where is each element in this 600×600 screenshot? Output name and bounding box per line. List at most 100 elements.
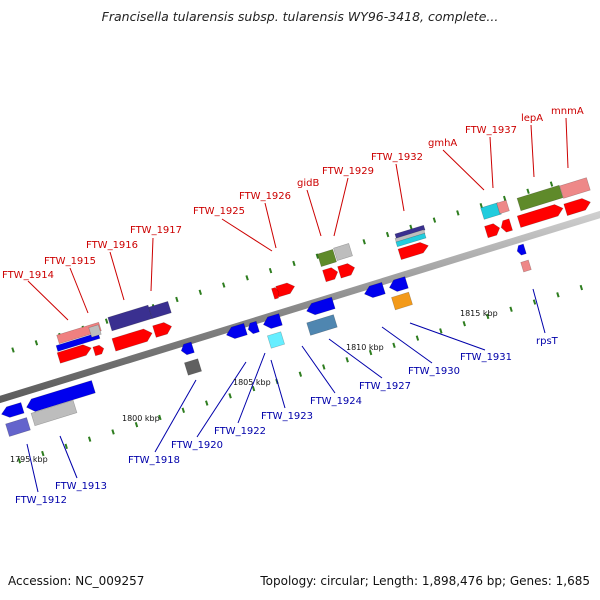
gene-label-ftw-1930[interactable]: FTW_1930 bbox=[408, 366, 460, 377]
genome-backbone bbox=[0, 210, 600, 404]
label-leaders bbox=[26, 117, 569, 493]
gene-label-ftw-1912[interactable]: FTW_1912 bbox=[15, 495, 67, 506]
gene-ftw-1930 bbox=[364, 281, 386, 298]
gene-label-ftw-1937[interactable]: FTW_1937 bbox=[465, 125, 517, 136]
gene-ftw-1912 bbox=[1, 402, 25, 418]
tick-lower-3 bbox=[64, 443, 68, 450]
tick-upper-8 bbox=[198, 289, 202, 295]
gene-ftw-1932-d bbox=[397, 242, 429, 261]
gene-gmha-b bbox=[484, 223, 501, 239]
leader-ftw-1937 bbox=[489, 136, 494, 189]
leader-ftw-1915 bbox=[69, 267, 89, 314]
gene-ftw-1914-b bbox=[55, 332, 101, 352]
gene-lepa bbox=[516, 184, 564, 212]
gene-ftw-1927 bbox=[306, 314, 338, 336]
gene-ftw-1929 bbox=[333, 243, 353, 261]
gene-ftw-1923-b bbox=[267, 331, 285, 349]
tick-upper-16 bbox=[385, 231, 390, 238]
gene-label-ftw-1923[interactable]: FTW_1923 bbox=[261, 411, 313, 422]
gene-label-ftw-1925[interactable]: FTW_1925 bbox=[193, 206, 245, 217]
tick-upper-23 bbox=[549, 181, 554, 187]
gene-ftw-1915 bbox=[56, 344, 92, 364]
gene-ftw-1918 bbox=[180, 341, 195, 356]
tick-upper-4 bbox=[104, 318, 109, 324]
gene-gidb-b bbox=[322, 267, 339, 283]
tick-upper-20 bbox=[479, 202, 483, 209]
leader-ftw-1926 bbox=[264, 202, 277, 249]
leader-ftw-1923 bbox=[270, 359, 286, 409]
gene-label-ftw-1927[interactable]: FTW_1927 bbox=[359, 381, 411, 392]
scale-label-1815: 1815 kbp bbox=[460, 309, 498, 318]
gene-ftw-1915-b bbox=[92, 344, 105, 357]
gene-rpst-b bbox=[520, 259, 532, 273]
leader-ftw-1931 bbox=[409, 322, 486, 351]
gene-label-ftw-1918[interactable]: FTW_1918 bbox=[128, 455, 180, 466]
gene-label-ftw-1914[interactable]: FTW_1914 bbox=[2, 270, 54, 281]
tick-lower-21 bbox=[485, 313, 490, 320]
gene-ftw-1932-a bbox=[394, 224, 426, 240]
tick-lower-6 bbox=[134, 422, 139, 428]
gene-label-ftw-1917[interactable]: FTW_1917 bbox=[130, 225, 182, 236]
gene-rpst bbox=[516, 243, 527, 256]
tick-lower-7 bbox=[158, 414, 162, 421]
gene-label-ftw-1932[interactable]: FTW_1932 bbox=[371, 152, 423, 163]
gene-ftw-1916-b bbox=[111, 328, 153, 352]
scale-label-1800: 1800 kbp bbox=[122, 414, 160, 423]
accession-text: Accession: NC_009257 bbox=[8, 574, 145, 588]
gene-label-ftw-1926[interactable]: FTW_1926 bbox=[239, 191, 291, 202]
gene-gidb bbox=[317, 249, 337, 267]
tick-lower-8 bbox=[181, 407, 185, 413]
gene-label-mnma[interactable]: mnmA bbox=[551, 106, 584, 117]
tick-lower-18 bbox=[415, 335, 420, 341]
tick-lower-14 bbox=[322, 364, 326, 370]
gene-label-ftw-1915[interactable]: FTW_1915 bbox=[44, 256, 96, 267]
tick-lower-15 bbox=[345, 357, 349, 363]
tick-lower-22 bbox=[509, 306, 513, 312]
gene-ftw-1930-b bbox=[388, 276, 409, 292]
gene-label-ftw-1931[interactable]: FTW_1931 bbox=[460, 352, 512, 363]
gene-label-gmha[interactable]: gmhA bbox=[428, 138, 457, 149]
leader-gmha bbox=[442, 149, 485, 191]
tick-upper-18 bbox=[432, 217, 437, 223]
gene-label-gidb[interactable]: gidB bbox=[297, 178, 319, 189]
gene-label-lepa[interactable]: lepA bbox=[521, 113, 543, 124]
tick-upper-10 bbox=[245, 275, 249, 281]
gene-ftw-1917 bbox=[148, 300, 172, 320]
gene-label-ftw-1922[interactable]: FTW_1922 bbox=[214, 426, 266, 437]
leader-gidb bbox=[306, 189, 322, 237]
tick-lower-2 bbox=[41, 450, 45, 457]
tick-upper-21 bbox=[502, 195, 507, 202]
tick-lower-5 bbox=[111, 429, 115, 435]
tick-upper-1 bbox=[34, 340, 39, 346]
leader-ftw-1925 bbox=[221, 218, 273, 252]
leader-ftw-1914 bbox=[27, 280, 69, 321]
gene-label-rpst[interactable]: rpsT bbox=[536, 336, 559, 347]
gene-label-ftw-1924[interactable]: FTW_1924 bbox=[310, 396, 362, 407]
gene-ftw-1923 bbox=[262, 313, 283, 329]
leader-ftw-1916 bbox=[109, 251, 125, 301]
gene-ftw-1931 bbox=[391, 291, 413, 311]
tick-upper-9 bbox=[222, 282, 226, 288]
gene-label-ftw-1913[interactable]: FTW_1913 bbox=[55, 481, 107, 492]
gene-label-ftw-1929[interactable]: FTW_1929 bbox=[322, 166, 374, 177]
tick-lower-17 bbox=[392, 342, 396, 349]
tick-lower-25 bbox=[579, 284, 584, 291]
gene-label-ftw-1920[interactable]: FTW_1920 bbox=[171, 440, 223, 451]
gene-gmha bbox=[480, 202, 502, 220]
leader-rpst bbox=[532, 288, 546, 334]
leader-ftw-1912 bbox=[26, 443, 39, 493]
gene-ftw-1925 bbox=[271, 287, 280, 300]
tick-upper-15 bbox=[362, 239, 366, 245]
gene-ftw-1922-b bbox=[247, 320, 260, 335]
tick-upper-22 bbox=[526, 188, 530, 194]
genome-summary-text: Topology: circular; Length: 1,898,476 bp… bbox=[260, 574, 590, 588]
gene-ftw-1912-b bbox=[5, 417, 31, 437]
leader-mnma bbox=[565, 117, 569, 169]
leader-ftw-1924 bbox=[301, 345, 336, 394]
scale-label-1810: 1810 kbp bbox=[346, 343, 384, 352]
gene-label-ftw-1916[interactable]: FTW_1916 bbox=[86, 240, 138, 251]
gene-ftw-1937-b bbox=[500, 218, 513, 233]
gene-mnma bbox=[559, 177, 591, 199]
tick-upper-7 bbox=[175, 296, 179, 303]
